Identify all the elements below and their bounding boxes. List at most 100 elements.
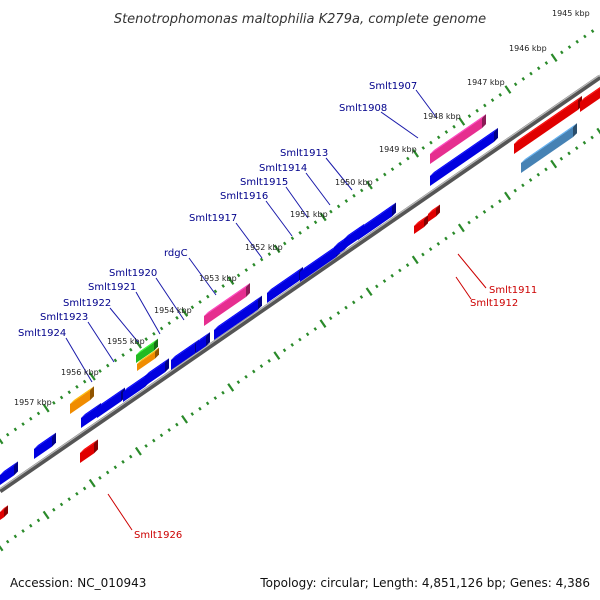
outer-tick xyxy=(99,370,101,372)
outer-tick xyxy=(399,163,401,165)
inner-tick xyxy=(399,269,401,271)
inner-tick xyxy=(551,160,556,167)
inner-tick xyxy=(153,439,155,441)
gene-label: Smlt1922 xyxy=(63,298,111,309)
outer-tick xyxy=(361,189,363,191)
inner-tick xyxy=(568,152,570,154)
outer-tick xyxy=(261,258,263,260)
outer-tick xyxy=(552,54,557,61)
gene-label: Smlt1915 xyxy=(240,177,288,188)
inner-tick xyxy=(30,524,32,526)
inner-tick xyxy=(307,333,309,335)
inner-tick xyxy=(68,498,70,500)
kbp-label: 1952 kbp xyxy=(245,243,283,252)
outer-tick xyxy=(384,173,386,175)
outer-tick xyxy=(476,110,478,112)
outer-tick xyxy=(407,157,409,159)
inner-tick xyxy=(291,344,293,346)
inner-tick xyxy=(253,370,255,372)
inner-tick xyxy=(491,205,493,207)
kbp-label: 1954 kbp xyxy=(154,306,192,315)
gene-label: Smlt1914 xyxy=(259,163,307,174)
inner-tick xyxy=(268,360,270,362)
outer-tick xyxy=(222,285,224,287)
inner-tick xyxy=(228,384,233,391)
inner-tick xyxy=(90,479,95,486)
outer-tick xyxy=(338,205,340,207)
inner-tick xyxy=(584,142,586,144)
inner-tick xyxy=(44,511,49,518)
kbp-label: 1953 kbp xyxy=(199,274,237,283)
outer-tick xyxy=(453,125,455,127)
inner-tick xyxy=(191,413,193,415)
outer-tick xyxy=(153,333,155,335)
inner-tick xyxy=(514,189,516,191)
orange-gene-front xyxy=(70,390,90,414)
outer-tick xyxy=(245,269,247,271)
outer-tick xyxy=(215,290,217,292)
forward-gene-side xyxy=(494,128,498,142)
inner-tick xyxy=(367,288,372,295)
inner-tick xyxy=(345,306,347,308)
outer-tick xyxy=(505,86,510,93)
outer-tick xyxy=(0,436,3,443)
outer-tick xyxy=(299,232,301,234)
outer-tick xyxy=(130,348,132,350)
gene-label: Smlt1912 xyxy=(470,298,518,309)
inner-tick xyxy=(320,320,325,327)
outer-tick xyxy=(376,179,378,181)
label-leader-lines xyxy=(66,90,486,530)
outer-tick xyxy=(492,99,494,101)
kbp-label: 1950 kbp xyxy=(335,178,373,187)
inner-tick xyxy=(99,477,101,479)
gene-label: Smlt1907 xyxy=(369,81,417,92)
outer-tick xyxy=(546,62,548,64)
leader-line xyxy=(108,494,132,530)
genome-title: Stenotrophomonas maltophilia K279a, comp… xyxy=(114,12,486,27)
inner-tick xyxy=(7,540,9,542)
outer-kbp-ticks xyxy=(0,30,593,444)
reverse-gene xyxy=(0,505,8,520)
kbp-label: 1947 kbp xyxy=(467,78,505,87)
inner-tick xyxy=(238,381,240,383)
steel-gene-side xyxy=(573,123,577,137)
outer-tick xyxy=(438,136,440,138)
leader-line xyxy=(458,254,486,288)
inner-tick xyxy=(53,509,55,511)
outer-tick xyxy=(7,433,9,435)
kbp-label: 1957 kbp xyxy=(14,398,52,407)
inner-tick xyxy=(407,264,409,266)
gene-label: Smlt1926 xyxy=(134,530,182,541)
outer-tick xyxy=(238,274,240,276)
inner-tick xyxy=(561,157,563,159)
topology-text: Topology: circular; Length: 4,851,126 bp… xyxy=(260,576,590,590)
outer-tick xyxy=(576,41,578,43)
outer-tick xyxy=(484,104,486,106)
outer-tick xyxy=(30,418,32,420)
inner-tick xyxy=(214,397,216,399)
gene-label: Smlt1913 xyxy=(280,148,328,159)
gene-label: Smlt1924 xyxy=(18,328,66,339)
inner-tick xyxy=(468,221,470,223)
orange-gene xyxy=(70,386,94,414)
gene-label: Smlt1911 xyxy=(489,285,537,296)
outer-tick xyxy=(192,306,194,308)
outer-tick xyxy=(122,354,124,356)
inner-tick xyxy=(245,376,247,378)
outer-tick xyxy=(199,301,201,303)
outer-tick xyxy=(145,338,147,340)
inner-tick xyxy=(384,280,386,282)
orange-gene-side xyxy=(90,386,94,400)
leader-line xyxy=(381,112,418,138)
inner-tick xyxy=(284,349,286,351)
inner-tick xyxy=(145,445,147,447)
gene-label: Smlt1908 xyxy=(339,103,387,114)
outer-tick xyxy=(569,46,571,48)
inner-tick xyxy=(376,285,378,287)
outer-tick xyxy=(422,147,424,149)
inner-tick xyxy=(391,275,393,277)
outer-tick xyxy=(115,359,117,361)
inner-tick xyxy=(445,237,447,239)
outer-tick xyxy=(430,141,432,143)
inner-tick xyxy=(576,147,578,149)
